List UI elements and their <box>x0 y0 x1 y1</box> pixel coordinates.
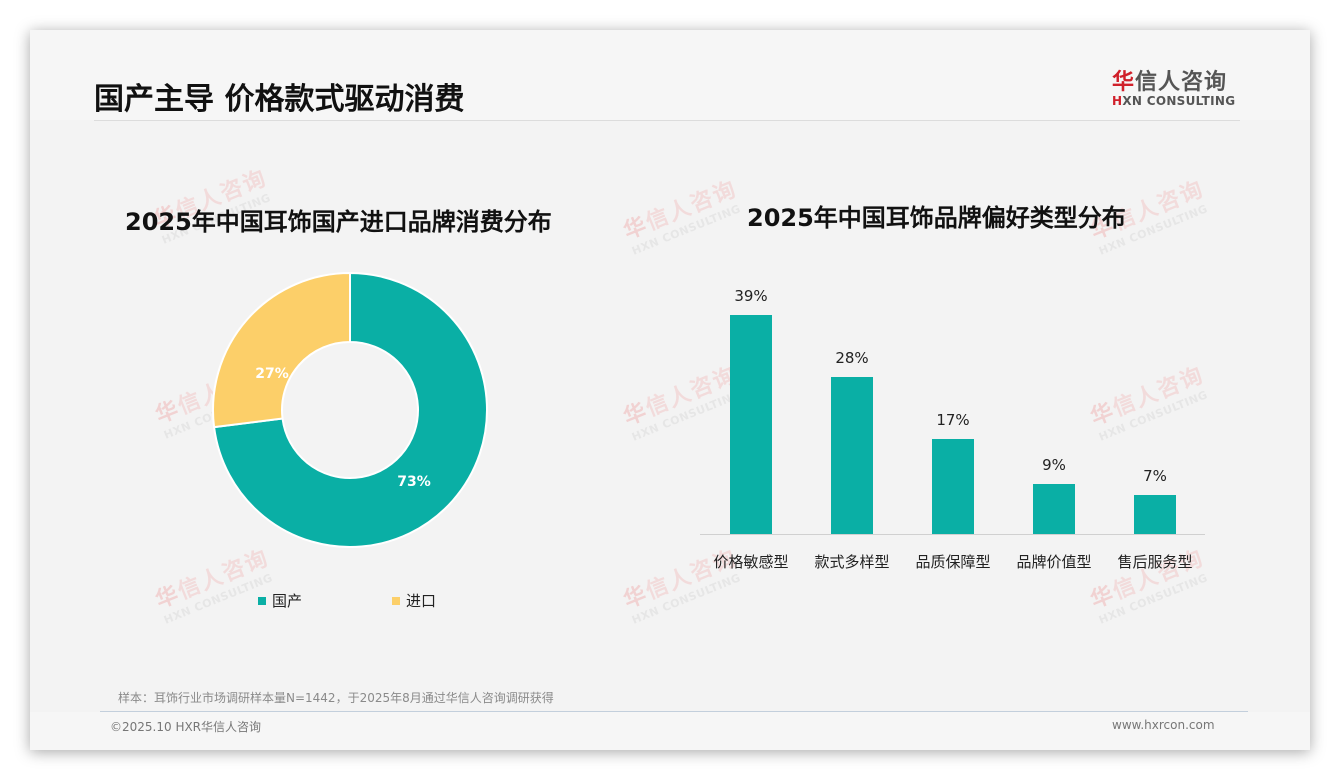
bar-chart-title: 2025年中国耳饰品牌偏好类型分布 <box>747 204 1126 232</box>
copyright: ©2025.10 HXR华信人咨询 <box>110 720 262 734</box>
slide: 国产主导 价格款式驱动消费 华信人咨询 HXN CONSULTING 华信人咨询… <box>30 30 1310 750</box>
bar-brand-value[interactable] <box>1033 484 1075 534</box>
footer-band <box>30 712 1310 750</box>
legend-item-domestic[interactable]: 国产 <box>258 590 302 611</box>
donut-segment-import[interactable] <box>212 271 351 429</box>
category-label: 售后服务型 <box>1117 553 1193 571</box>
legend-swatch-domestic <box>258 596 266 605</box>
footer-divider <box>100 711 1248 712</box>
bar-price-sensitive[interactable] <box>730 315 772 534</box>
category-label: 品质保障型 <box>915 553 991 571</box>
donut-svg: 73% 27% <box>212 271 488 548</box>
donut-chart: 73% 27% <box>212 271 488 548</box>
logo-cn-red: 华 <box>1112 70 1136 95</box>
legend-swatch-import <box>392 596 400 605</box>
bar-value-label: 7% <box>1143 467 1167 485</box>
page-title: 国产主导 价格款式驱动消费 <box>94 82 465 117</box>
header-band <box>30 30 1310 120</box>
bar-quality-assurance[interactable] <box>932 439 974 534</box>
brand-logo: 华信人咨询 HXN CONSULTING <box>1112 64 1242 108</box>
sample-note: 样本：耳饰行业市场调研样本量N=1442，于2025年8月通过华信人咨询调研获得 <box>118 691 554 705</box>
x-axis-line <box>700 534 1205 535</box>
bar-value-label: 39% <box>734 287 768 305</box>
logo-en-h: H <box>1112 94 1123 108</box>
legend-label-import: 进口 <box>406 592 437 610</box>
website-link[interactable]: www.hxrcon.com <box>1112 718 1215 732</box>
bar-chart: 39% 价格敏感型 28% 款式多样型 17% 品质保障型 9% 品牌价值型 7… <box>700 280 1220 590</box>
logo-cn-rest: 信人咨询 <box>1135 70 1228 95</box>
title-divider <box>94 120 1240 121</box>
donut-label-import: 27% <box>255 366 289 382</box>
bar-value-label: 9% <box>1042 456 1066 474</box>
bar-style-variety[interactable] <box>831 377 873 534</box>
logo-en-rest: XN CONSULTING <box>1122 94 1236 108</box>
category-label: 品牌价值型 <box>1016 553 1092 571</box>
legend-label-domestic: 国产 <box>272 592 303 610</box>
logo-cn: 华信人咨询 <box>1112 64 1242 96</box>
donut-segment-domestic[interactable] <box>212 271 488 548</box>
legend-item-import[interactable]: 进口 <box>392 590 436 611</box>
bar-after-sales[interactable] <box>1134 495 1176 534</box>
bar-value-label: 17% <box>936 411 970 429</box>
logo-en: HXN CONSULTING <box>1112 94 1242 108</box>
bar-value-label: 28% <box>835 349 869 367</box>
category-label: 价格敏感型 <box>713 553 789 571</box>
category-label: 款式多样型 <box>814 553 890 571</box>
donut-label-domestic: 73% <box>397 474 431 490</box>
donut-chart-title: 2025年中国耳饰国产进口品牌消费分布 <box>125 208 552 236</box>
